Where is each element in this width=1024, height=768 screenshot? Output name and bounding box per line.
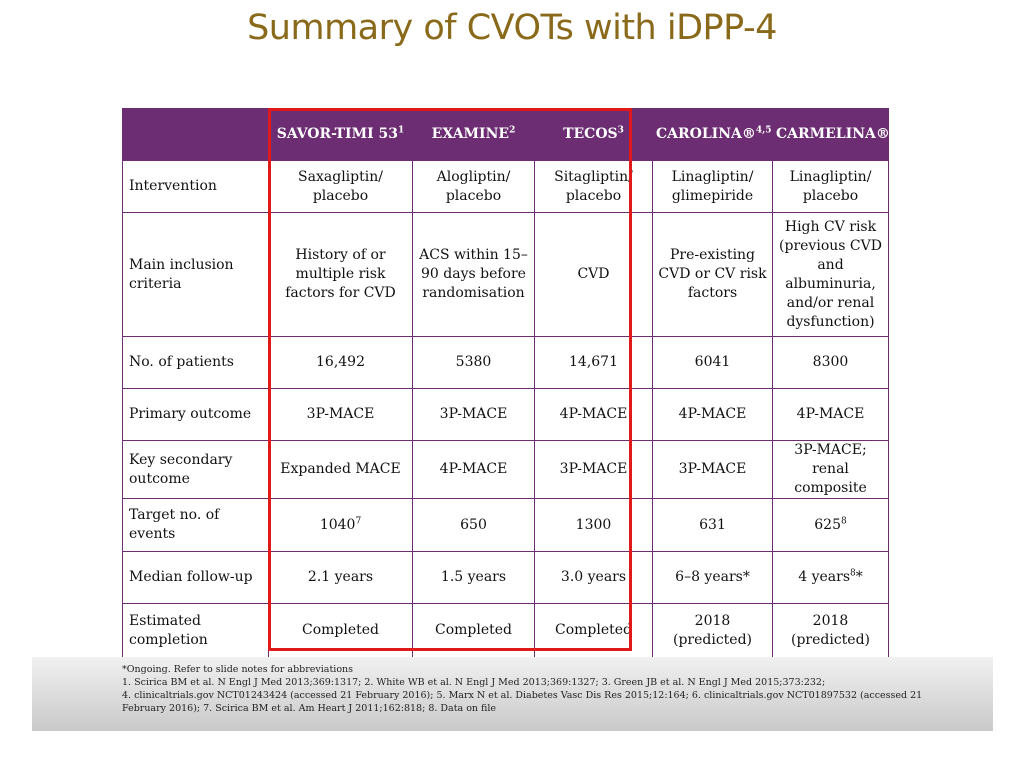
header-row: SAVOR-TIMI 531 EXAMINE2 TECOS3 CAROLINA®…	[122, 108, 896, 161]
table-cell: Saxagliptin/ placebo	[268, 160, 413, 213]
table-cell: 1.5 years	[412, 551, 535, 604]
header-tecos: TECOS3	[534, 108, 653, 161]
table-cell: Pre-existing CVD or CV risk factors	[652, 212, 773, 337]
header-corner	[122, 108, 269, 161]
table-cell: Linagliptin/ placebo	[772, 160, 889, 213]
table-cell: 8300	[772, 336, 889, 389]
table-cell: Alogliptin/ placebo	[412, 160, 535, 213]
table-cell: High CV risk (previous CVD and albuminur…	[772, 212, 889, 337]
table-cell: 2.1 years	[268, 551, 413, 604]
table-cell: 2018 (predicted)	[652, 603, 773, 658]
table-row: Main inclusion criteria History of or mu…	[122, 212, 889, 337]
table-cell: CVD	[534, 212, 653, 337]
table-row: Intervention Saxagliptin/ placebo Alogli…	[122, 160, 889, 213]
table-row: Primary outcome 3P-MACE 3P-MACE 4P-MACE …	[122, 388, 889, 441]
table-cell: History of or multiple risk factors for …	[268, 212, 413, 337]
table-row: Median follow-up 2.1 years 1.5 years 3.0…	[122, 551, 889, 604]
table-cell: 2018 (predicted)	[772, 603, 889, 658]
table-cell: 6–8 years*	[652, 551, 773, 604]
reference-line: February 2016); 7. Scirica BM et al. Am …	[122, 703, 497, 714]
table-row: No. of patients 16,492 5380 14,671 6041 …	[122, 336, 889, 389]
header-savor: SAVOR-TIMI 531	[268, 108, 413, 161]
table-cell: 3P-MACE	[412, 388, 535, 441]
table-cell: 3P-MACE	[534, 440, 653, 499]
table-cell: 4P-MACE	[412, 440, 535, 499]
table-cell: 4P-MACE	[772, 388, 889, 441]
row-label: No. of patients	[122, 336, 269, 389]
row-label: Intervention	[122, 160, 269, 213]
slide-title: Summary of CVOTs with iDPP-4	[247, 8, 777, 48]
table-cell: 3P-MACE	[268, 388, 413, 441]
header-carmelina: CARMELINA®6	[772, 108, 896, 161]
row-label: Estimated completion	[122, 603, 269, 658]
table-cell: Completed	[534, 603, 653, 658]
table-row: Estimated completion Completed Completed…	[122, 603, 889, 658]
table-cell: 6041	[652, 336, 773, 389]
footer-band	[32, 657, 993, 731]
row-label: Median follow-up	[122, 551, 269, 604]
table-cell: 5380	[412, 336, 535, 389]
header-examine: EXAMINE2	[412, 108, 535, 161]
table-cell: 3.0 years	[534, 551, 653, 604]
table-cell: 631	[652, 498, 773, 552]
table-cell: 14,671	[534, 336, 653, 389]
table-cell: 650	[412, 498, 535, 552]
row-label: Target no. of events	[122, 498, 269, 552]
table-cell: Sitagliptin/ placebo	[534, 160, 653, 213]
header-carolina: CAROLINA®4,5	[652, 108, 773, 161]
cvot-summary-table: SAVOR-TIMI 531 EXAMINE2 TECOS3 CAROLINA®…	[122, 108, 896, 658]
table-cell: 3P-MACE; renal composite	[772, 440, 889, 499]
row-label: Primary outcome	[122, 388, 269, 441]
table-cell: Linagliptin/ glimepiride	[652, 160, 773, 213]
table-cell: 4 years8*	[772, 551, 889, 604]
reference-line: 4. clinicaltrials.gov NCT01243424 (acces…	[122, 690, 923, 701]
table-cell: 16,492	[268, 336, 413, 389]
table-cell: 6258	[772, 498, 889, 552]
references: *Ongoing. Refer to slide notes for abbre…	[122, 663, 922, 715]
footnote: *Ongoing. Refer to slide notes for abbre…	[122, 664, 354, 675]
table-cell: Expanded MACE	[268, 440, 413, 499]
reference-line: 1. Scirica BM et al. N Engl J Med 2013;3…	[122, 677, 826, 688]
table-cell: 4P-MACE	[534, 388, 653, 441]
table-cell: 3P-MACE	[652, 440, 773, 499]
table-cell: Completed	[412, 603, 535, 658]
table-row: Key secondary outcome Expanded MACE 4P-M…	[122, 440, 889, 499]
table-cell: 1300	[534, 498, 653, 552]
table-row: Target no. of events 10407 650 1300 631 …	[122, 498, 889, 552]
row-label: Main inclusion criteria	[122, 212, 269, 337]
table-cell: ACS within 15–90 days before randomisati…	[412, 212, 535, 337]
table-cell: 10407	[268, 498, 413, 552]
row-label: Key secondary outcome	[122, 440, 269, 499]
table-cell: 4P-MACE	[652, 388, 773, 441]
table-cell: Completed	[268, 603, 413, 658]
